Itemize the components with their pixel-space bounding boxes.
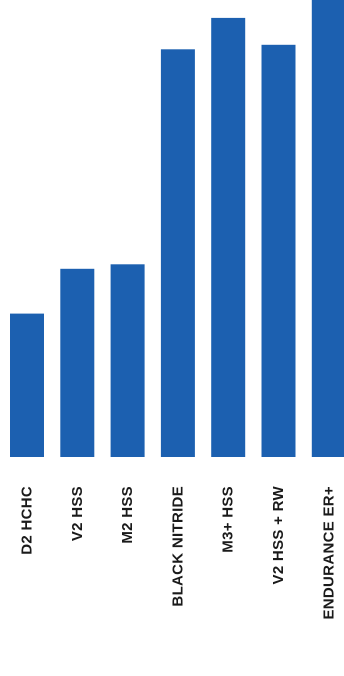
bar-v2-hss-rw — [261, 44, 296, 458]
bars-group — [10, 0, 344, 458]
category-label: M3+ HSS — [220, 486, 237, 553]
bar-endurance-er — [311, 0, 344, 457]
bar-black-nitride — [160, 49, 195, 458]
bar-d2-hchc — [10, 313, 44, 457]
category-label: V2 HSS — [69, 486, 86, 541]
bar-m2-hss — [110, 264, 145, 457]
bar-m3-hss — [211, 17, 246, 458]
category-label: V2 HSS + RW — [270, 485, 287, 584]
category-label: M2 HSS — [119, 486, 136, 544]
category-label: BLACK NITRIDE — [169, 486, 186, 607]
category-label: D2 HCHC — [19, 486, 36, 555]
category-label: ENDURANCE ER+ — [320, 486, 337, 620]
category-labels-group: D2 HCHC V2 HSS M2 HSS BLACK NITRIDE M3+ HSS V… — [19, 485, 338, 619]
bar-v2-hss — [60, 268, 95, 457]
